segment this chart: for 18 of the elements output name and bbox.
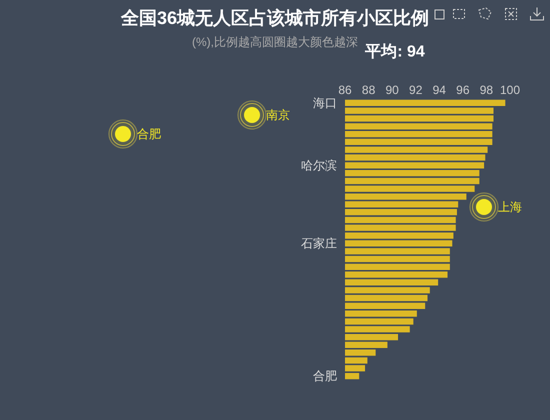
- x-tick-label: 94: [432, 83, 446, 97]
- x-tick-label: 86: [338, 83, 352, 97]
- x-tick-label: 98: [480, 83, 494, 97]
- x-tick-label: 90: [385, 83, 400, 97]
- text: 合肥: [137, 127, 161, 141]
- chart-subtitle: (%),比例越高圆圈越大颜色越深: [192, 35, 358, 49]
- y-tick-label: 石家庄: [301, 236, 337, 250]
- x-tick-label: 88: [362, 83, 376, 97]
- y-tick-label: 哈尔滨: [301, 158, 337, 172]
- text: 平均: 94: [364, 42, 425, 60]
- annotation: 上海: [498, 200, 522, 214]
- y-tick-label: 海口: [313, 96, 337, 110]
- chart-title: 全国36城无人区占该城市所有小区比例: [120, 8, 430, 28]
- x-tick-label: 96: [456, 83, 470, 97]
- text: 南京: [266, 108, 290, 122]
- x-tick-label: 92: [409, 83, 423, 97]
- y-tick-label: 合肥: [313, 369, 337, 384]
- x-tick-label: 100: [500, 83, 520, 97]
